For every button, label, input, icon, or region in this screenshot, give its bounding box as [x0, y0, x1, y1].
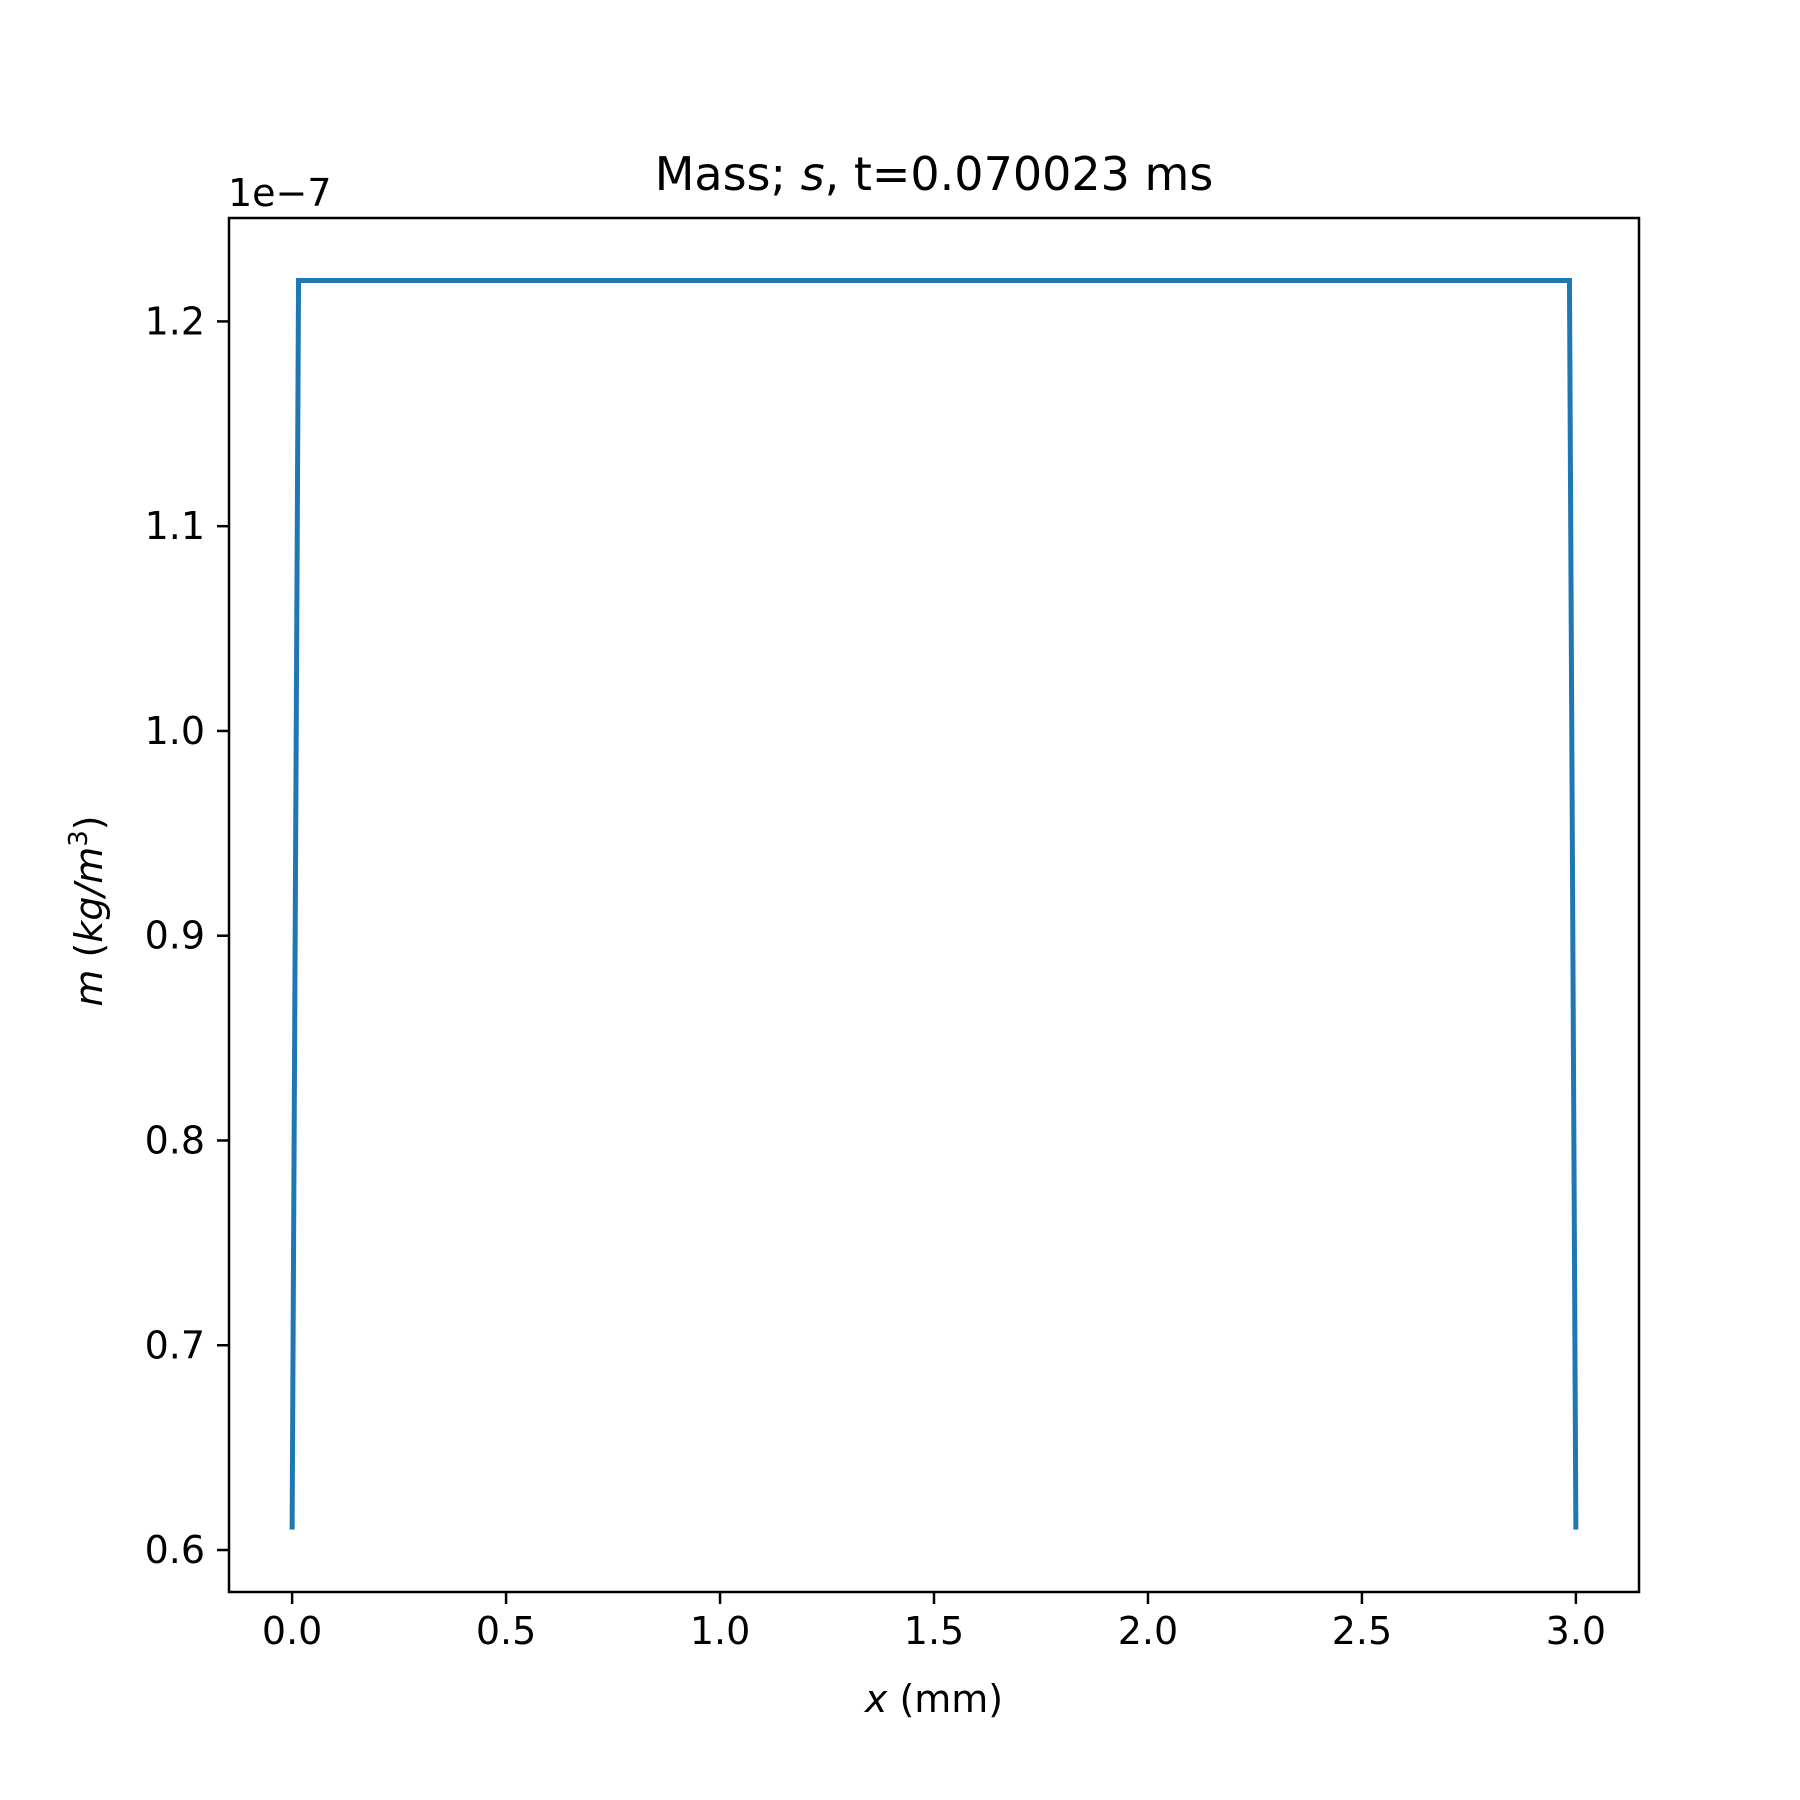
x-axis-ticks: 0.0 0.5 1.0 1.5 2.0 2.5 3.0: [262, 1592, 1606, 1653]
chart-title: Mass; s, t=0.070023 ms: [655, 147, 1214, 201]
plot-frame: [227, 216, 1641, 1594]
y-axis-label: m (kg/m3): [64, 815, 111, 1006]
y-tick-label: 1.0: [145, 709, 205, 753]
x-tick-label: 0.5: [476, 1609, 536, 1653]
x-tick-label: 2.0: [1118, 1609, 1178, 1653]
x-axis-label: x (mm): [864, 1677, 1003, 1721]
y-tick-label: 0.9: [145, 914, 205, 958]
y-axis-offset-label: 1e−7: [228, 171, 332, 215]
series-line: [289, 277, 1579, 1530]
x-tick-label: 2.5: [1332, 1609, 1392, 1653]
y-tick-label: 0.7: [145, 1323, 205, 1367]
y-tick-label: 1.1: [145, 504, 205, 548]
y-tick-label: 0.8: [145, 1118, 205, 1162]
x-tick-label: 1.5: [904, 1609, 964, 1653]
x-tick-label: 1.0: [690, 1609, 750, 1653]
x-tick-label: 0.0: [262, 1609, 322, 1653]
x-tick-label: 3.0: [1546, 1609, 1606, 1653]
plot-series: [289, 277, 1579, 1530]
y-tick-label: 1.2: [145, 299, 205, 343]
y-tick-label: 0.6: [145, 1528, 205, 1572]
y-axis-ticks: 0.6 0.7 0.8 0.9 1.0 1.1 1.2: [145, 299, 229, 1572]
